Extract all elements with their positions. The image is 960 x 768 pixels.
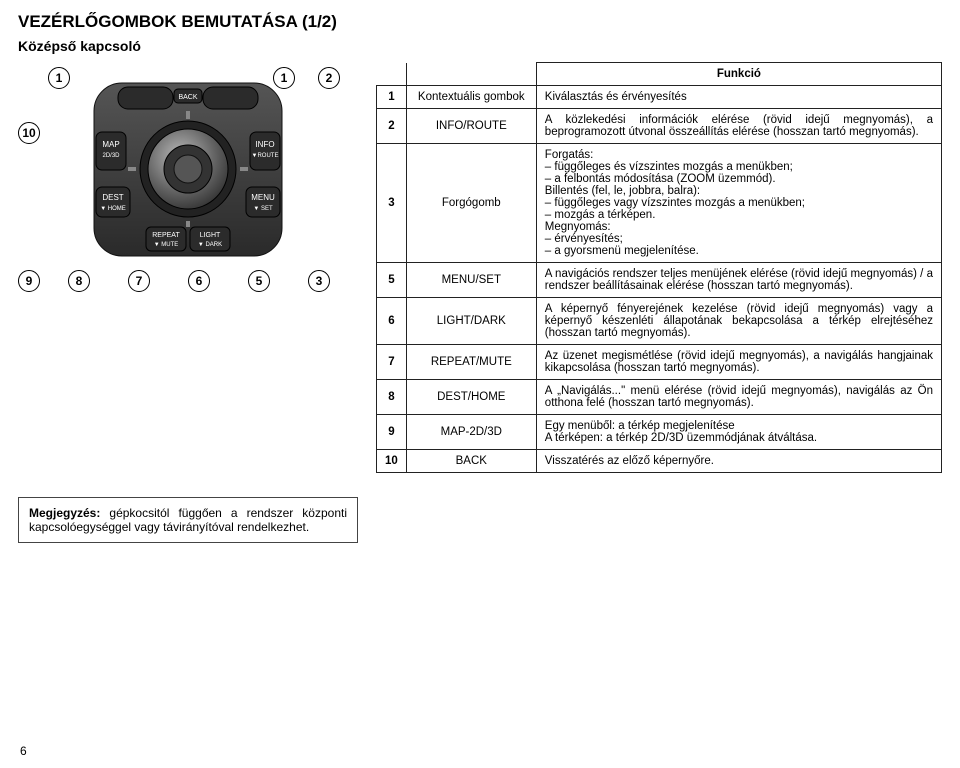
callout-10: 10 bbox=[18, 122, 40, 144]
svg-text:2D/3D: 2D/3D bbox=[102, 153, 120, 159]
table-row: 10BACKVisszatérés az előző képernyőre. bbox=[377, 450, 942, 473]
page-subtitle: Középső kapcsoló bbox=[18, 38, 942, 54]
note-box: Megjegyzés: gépkocsitól függően a rendsz… bbox=[18, 497, 358, 543]
callout-7: 7 bbox=[128, 270, 150, 292]
table-row: 9MAP-2D/3DEgy menüből: a térkép megjelen… bbox=[377, 415, 942, 450]
row-desc: Forgatás:függőleges és vízszintes mozgás… bbox=[536, 144, 941, 263]
page-title: VEZÉRLŐGOMBOK BEMUTATÁSA (1/2) bbox=[18, 12, 942, 32]
row-num: 2 bbox=[377, 109, 407, 144]
device-svg: BACK MAP 2D/3D INFO ▼ROUTE DEST ▼ HOME M… bbox=[88, 77, 288, 262]
row-num: 9 bbox=[377, 415, 407, 450]
row-desc: A képernyő fényerejének kezelése (rövid … bbox=[536, 298, 941, 345]
page-number: 6 bbox=[20, 744, 27, 758]
row-num: 5 bbox=[377, 263, 407, 298]
row-num: 6 bbox=[377, 298, 407, 345]
table-row: 6LIGHT/DARKA képernyő fényerejének kezel… bbox=[377, 298, 942, 345]
callout-1a: 1 bbox=[48, 67, 70, 89]
table-row: 8DEST/HOMEA „Navigálás..." menü elérése … bbox=[377, 380, 942, 415]
svg-text:LIGHT: LIGHT bbox=[200, 232, 221, 239]
row-desc: Visszatérés az előző képernyőre. bbox=[536, 450, 941, 473]
svg-text:▼ROUTE: ▼ROUTE bbox=[252, 153, 279, 159]
svg-text:▼ DARK: ▼ DARK bbox=[198, 242, 222, 248]
row-name: Kontextuális gombok bbox=[406, 86, 536, 109]
table-row: 5MENU/SETA navigációs rendszer teljes me… bbox=[377, 263, 942, 298]
row-num: 10 bbox=[377, 450, 407, 473]
row-name: DEST/HOME bbox=[406, 380, 536, 415]
row-desc: A közlekedési információk elérése (rövid… bbox=[536, 109, 941, 144]
svg-text:INFO: INFO bbox=[255, 140, 274, 149]
callout-5: 5 bbox=[248, 270, 270, 292]
row-desc: Kiválasztás és érvényesítés bbox=[536, 86, 941, 109]
callout-9: 9 bbox=[18, 270, 40, 292]
table-row: 7REPEAT/MUTEAz üzenet megismétlése (rövi… bbox=[377, 345, 942, 380]
callout-8: 8 bbox=[68, 270, 90, 292]
device-diagram: BACK MAP 2D/3D INFO ▼ROUTE DEST ▼ HOME M… bbox=[18, 62, 358, 297]
row-name: REPEAT/MUTE bbox=[406, 345, 536, 380]
row-desc: A navigációs rendszer teljes menüjének e… bbox=[536, 263, 941, 298]
svg-text:REPEAT: REPEAT bbox=[152, 232, 180, 239]
svg-text:▼ SET: ▼ SET bbox=[253, 206, 273, 212]
row-name: MAP-2D/3D bbox=[406, 415, 536, 450]
callout-6: 6 bbox=[188, 270, 210, 292]
row-desc: Az üzenet megismétlése (rövid idejű megn… bbox=[536, 345, 941, 380]
svg-text:MENU: MENU bbox=[251, 193, 275, 202]
svg-text:▼ HOME: ▼ HOME bbox=[100, 206, 126, 212]
row-desc: A „Navigálás..." menü elérése (rövid ide… bbox=[536, 380, 941, 415]
row-name: MENU/SET bbox=[406, 263, 536, 298]
svg-text:▼ MUTE: ▼ MUTE bbox=[154, 242, 179, 248]
svg-text:MAP: MAP bbox=[102, 140, 119, 149]
callout-2: 2 bbox=[318, 67, 340, 89]
row-name: BACK bbox=[406, 450, 536, 473]
callout-1b: 1 bbox=[273, 67, 295, 89]
row-desc: Egy menüből: a térkép megjelenítéseA tér… bbox=[536, 415, 941, 450]
note-label: Megjegyzés: bbox=[29, 506, 100, 520]
row-num: 3 bbox=[377, 144, 407, 263]
table-row: 3ForgógombForgatás:függőleges és vízszin… bbox=[377, 144, 942, 263]
row-name: Forgógomb bbox=[406, 144, 536, 263]
table-row: 2INFO/ROUTEA közlekedési információk elé… bbox=[377, 109, 942, 144]
callout-3: 3 bbox=[308, 270, 330, 292]
row-num: 1 bbox=[377, 86, 407, 109]
svg-text:DEST: DEST bbox=[102, 193, 123, 202]
table-row: 1Kontextuális gombokKiválasztás és érvén… bbox=[377, 86, 942, 109]
row-num: 7 bbox=[377, 345, 407, 380]
th-function: Funkció bbox=[536, 63, 941, 86]
row-name: INFO/ROUTE bbox=[406, 109, 536, 144]
row-num: 8 bbox=[377, 380, 407, 415]
svg-text:BACK: BACK bbox=[178, 94, 197, 101]
th-blank2 bbox=[406, 63, 536, 86]
row-name: LIGHT/DARK bbox=[406, 298, 536, 345]
function-table: Funkció 1Kontextuális gombokKiválasztás … bbox=[376, 62, 942, 473]
th-blank1 bbox=[377, 63, 407, 86]
